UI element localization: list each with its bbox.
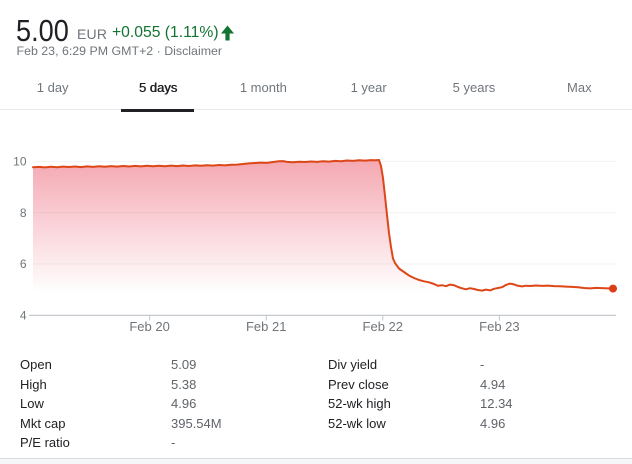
- svg-text:8: 8: [20, 206, 27, 220]
- svg-text:Feb 22: Feb 22: [363, 319, 403, 334]
- svg-text:6: 6: [20, 257, 27, 271]
- svg-text:Feb 23: Feb 23: [479, 319, 519, 334]
- svg-text:Feb 21: Feb 21: [246, 319, 286, 334]
- svg-text:Feb 20: Feb 20: [129, 319, 169, 334]
- svg-text:4: 4: [20, 309, 27, 323]
- svg-text:10: 10: [13, 155, 27, 169]
